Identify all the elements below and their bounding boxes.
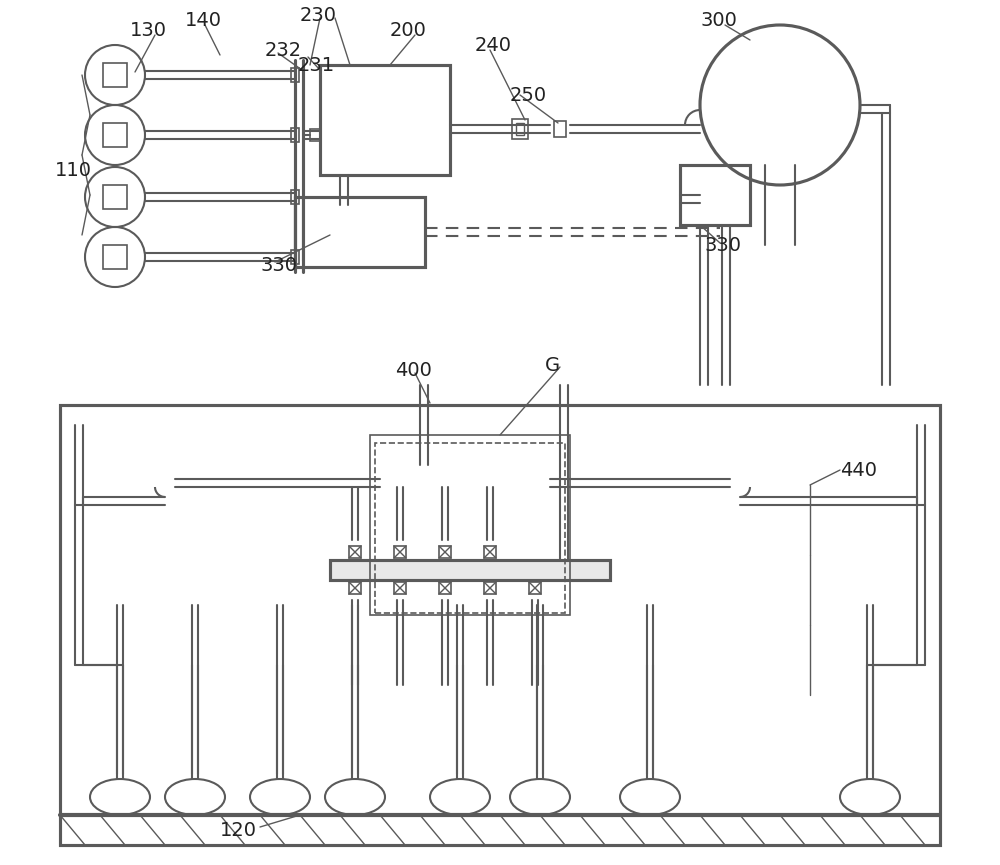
Text: 230: 230 <box>300 5 337 24</box>
Text: 231: 231 <box>298 55 335 74</box>
FancyBboxPatch shape <box>330 560 610 580</box>
Text: 400: 400 <box>395 361 432 380</box>
Text: 440: 440 <box>840 460 877 479</box>
Text: 240: 240 <box>475 35 512 54</box>
Text: 120: 120 <box>220 821 257 840</box>
Text: 232: 232 <box>265 41 302 60</box>
Text: G: G <box>545 356 560 375</box>
Text: 300: 300 <box>700 10 737 29</box>
Text: 330: 330 <box>705 235 742 254</box>
Text: 130: 130 <box>130 21 167 40</box>
Text: 330: 330 <box>260 255 297 274</box>
Text: 200: 200 <box>390 21 427 40</box>
Text: 250: 250 <box>510 86 547 105</box>
Text: 140: 140 <box>185 10 222 29</box>
Text: 110: 110 <box>55 161 92 180</box>
